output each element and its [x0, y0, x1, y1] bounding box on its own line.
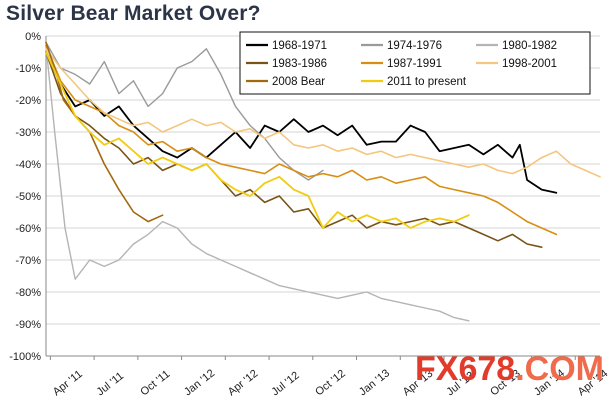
- series-line-1987-1991: [45, 44, 558, 236]
- y-tick-label: -60%: [15, 223, 41, 235]
- y-tick-label: -10%: [15, 63, 41, 75]
- x-tick-label: Jan '13: [357, 367, 392, 398]
- legend-entry: 2011 to present: [387, 76, 467, 88]
- legend-entry: 1983-1986: [272, 58, 327, 70]
- y-tick-label: -70%: [15, 255, 41, 267]
- x-tick-label: Oct '12: [313, 368, 348, 399]
- x-tick-label: Apr '12: [226, 368, 261, 399]
- x-tick-label: Jul '12: [270, 370, 302, 399]
- legend: 1968-1971 1974-1976 1980-1982 1983-1986 1987…: [239, 31, 591, 95]
- y-tick-label: -50%: [15, 191, 41, 203]
- series-line-2011-to-present: [45, 51, 470, 229]
- x-tick-label: Jul '11: [95, 370, 127, 398]
- watermark-suffix: .COM: [515, 350, 604, 388]
- legend-entry: 1998-2001: [502, 58, 557, 70]
- legend-entry: 1968-1971: [272, 40, 327, 52]
- chart-title: Silver Bear Market Over?: [6, 2, 261, 25]
- y-tick-label: -30%: [15, 127, 41, 139]
- series-line-1980-1982: [45, 44, 470, 322]
- y-tick-label: -80%: [15, 287, 41, 299]
- x-tick-label: Apr '11: [51, 368, 85, 398]
- y-tick-label: -40%: [15, 159, 41, 171]
- legend-box: [239, 31, 591, 95]
- x-tick-label: Oct '11: [138, 368, 172, 398]
- x-tick-label: Jan '12: [182, 367, 217, 398]
- y-tick-label: -90%: [15, 319, 41, 331]
- series-line-1983-1986: [45, 51, 543, 248]
- series-line-2008-bear: [45, 41, 164, 223]
- watermark-logo: FX678.COM: [415, 350, 604, 389]
- y-tick-label: 0%: [25, 31, 41, 43]
- y-tick-label: -100%: [9, 351, 41, 363]
- y-tick-label: -20%: [15, 95, 41, 107]
- legend-entry: 1980-1982: [502, 40, 557, 52]
- series-line-1998-2001: [45, 48, 601, 178]
- legend-entry: 1974-1976: [387, 40, 442, 52]
- series-line-1974-1976: [45, 41, 324, 181]
- y-axis: 0% -10% -20% -30% -40% -50% -60% -70% -80% -90% -1…: [9, 31, 47, 363]
- watermark-main: FX678: [415, 350, 516, 388]
- legend-entry: 1987-1991: [387, 58, 442, 70]
- series-layer: [45, 41, 601, 322]
- legend-entry: 2008 Bear: [272, 76, 325, 88]
